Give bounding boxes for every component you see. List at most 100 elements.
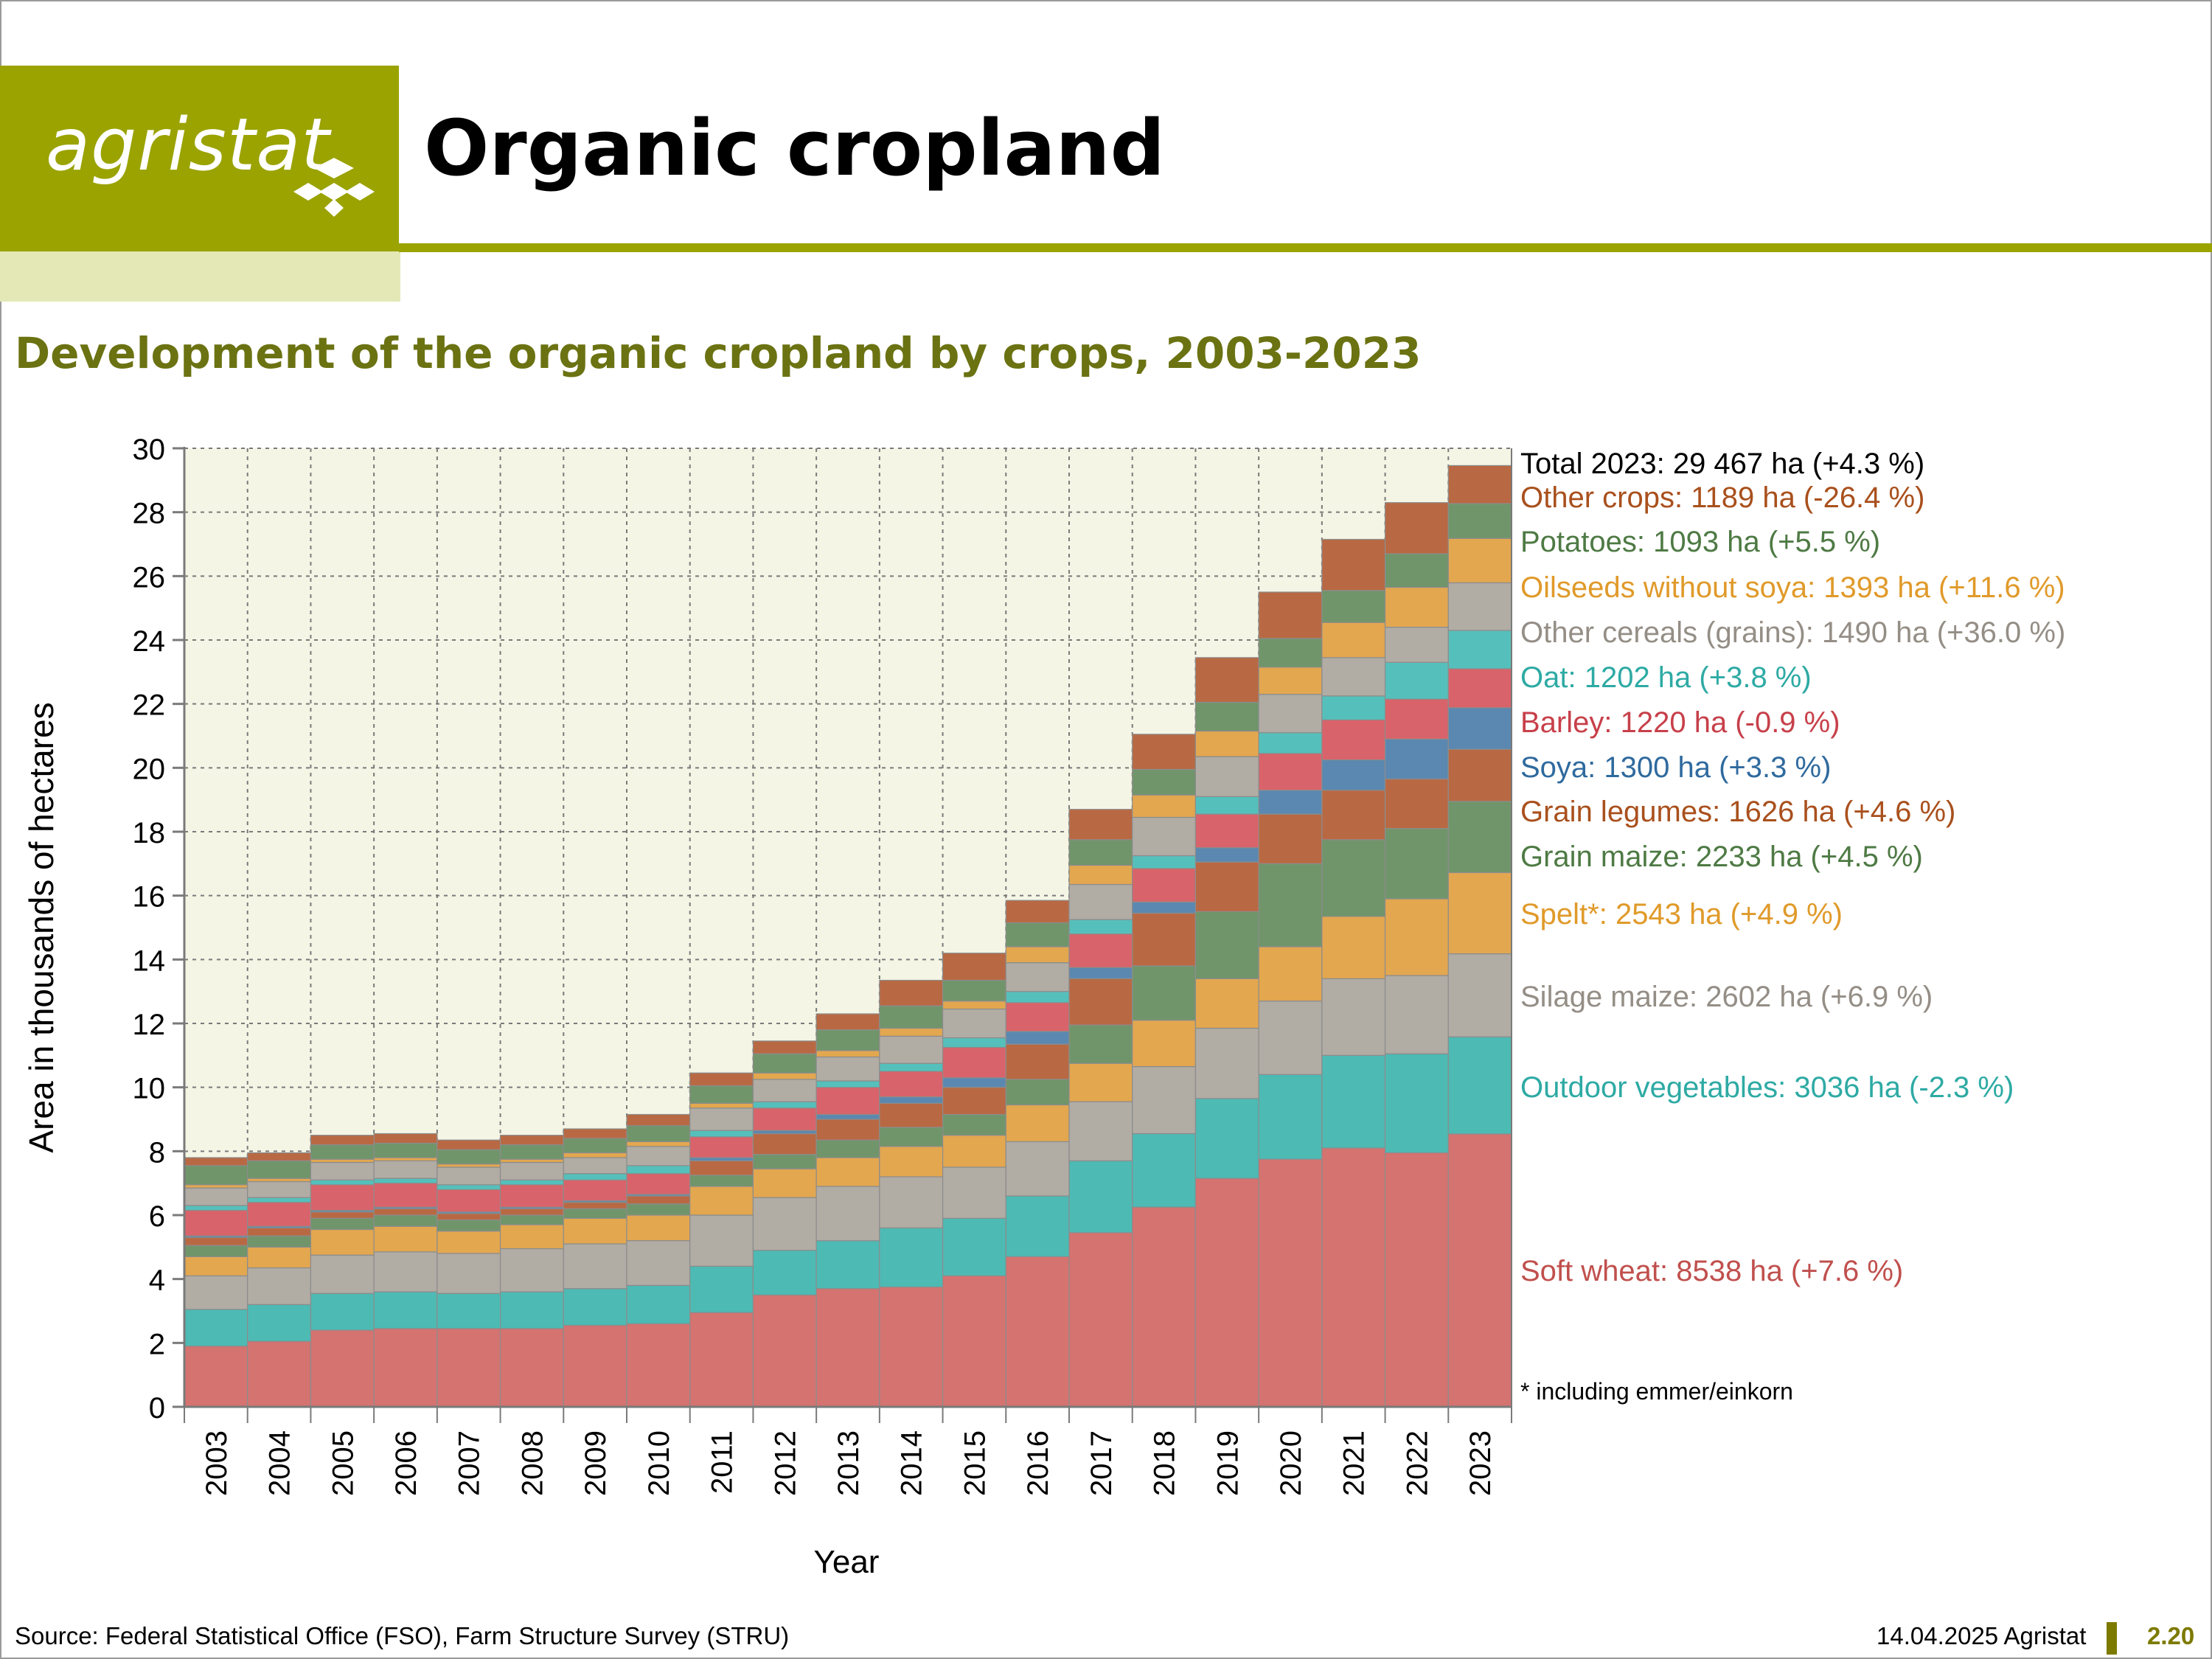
bar-segment: [879, 1062, 944, 1072]
logo-diamond-icon: [293, 158, 375, 217]
bar-segment: [563, 1208, 627, 1219]
bar-segment: [310, 1329, 375, 1408]
y-tick-label: 12: [133, 1009, 166, 1041]
bar-segment: [1447, 503, 1512, 539]
bar-segment: [626, 1284, 691, 1324]
bar-segment: [879, 1071, 944, 1098]
bar-segment: [247, 1160, 312, 1179]
bar-segment: [437, 1213, 501, 1221]
bar-segment: [626, 1323, 691, 1408]
bar-segment: [689, 1107, 754, 1131]
x-tick-label: 2006: [390, 1430, 422, 1496]
bar-segment: [1447, 953, 1512, 1037]
bar-segment: [310, 1254, 375, 1294]
bar-segment: [247, 1202, 312, 1227]
bar-segment: [879, 1102, 944, 1128]
bar-segment: [499, 1135, 564, 1146]
x-tick-label: 2017: [1085, 1430, 1118, 1496]
bar-segment: [310, 1184, 375, 1211]
series-label: Other cereals (grains): 1490 ha (+36.0 %…: [1520, 616, 2065, 649]
bar-segment: [752, 1053, 817, 1074]
bar-segment: [1258, 1001, 1323, 1075]
bar-segment: [1132, 868, 1197, 902]
bar-segment: [1068, 1062, 1133, 1102]
bar-segment: [1384, 975, 1449, 1054]
bar-segment: [373, 1208, 438, 1216]
agristat-logo: [0, 66, 399, 251]
bar-segment: [247, 1197, 312, 1203]
bar-segment: [689, 1085, 754, 1104]
bar-segment: [437, 1293, 501, 1329]
page-number: 2.20: [2147, 1622, 2195, 1649]
bar-segment: [752, 1107, 817, 1131]
bar-segment: [815, 1288, 880, 1408]
bar-segment: [563, 1157, 627, 1175]
bar-segment: [1068, 919, 1133, 935]
bar-segment: [499, 1214, 564, 1225]
series-label: Silage maize: 2602 ha (+6.9 %): [1520, 981, 1933, 1013]
bar-segment: [247, 1267, 312, 1305]
bar-segment: [310, 1211, 375, 1219]
bar-segment: [1321, 978, 1386, 1056]
bar-segment: [1321, 590, 1386, 623]
bar-segment: [626, 1203, 691, 1216]
bar-segment: [1132, 794, 1197, 818]
y-tick-label: 6: [149, 1200, 165, 1233]
bar-segment: [1068, 1160, 1133, 1234]
bar-segment: [437, 1231, 501, 1254]
bar-segment: [752, 1040, 817, 1054]
bar-segment: [1005, 900, 1070, 924]
page-title: Organic cropland: [424, 103, 1166, 193]
bar-segment: [499, 1179, 564, 1186]
y-tick-label: 28: [133, 498, 166, 530]
bar-segment: [689, 1160, 754, 1176]
series-label: Oilseeds without soya: 1393 ha (+11.6 %): [1520, 571, 2065, 604]
bar-segment: [563, 1202, 627, 1209]
bar-segment: [815, 1157, 880, 1187]
bar-segment: [499, 1224, 564, 1250]
bar-segment: [879, 1096, 944, 1104]
bar-segment: [499, 1158, 564, 1164]
bar-segment: [373, 1160, 438, 1179]
bar-segment: [1068, 864, 1133, 886]
bar-segment: [1194, 657, 1259, 703]
bar-segment: [1321, 695, 1386, 720]
bar-segment: [1321, 839, 1386, 917]
bar-segment: [752, 1130, 817, 1135]
y-tick-label: 26: [133, 561, 166, 594]
bar-segment: [942, 979, 1006, 1002]
bar-segment: [1384, 1152, 1449, 1408]
bar-segment: [689, 1072, 754, 1087]
bar-segment: [942, 1077, 1006, 1088]
bar-segment: [1258, 813, 1323, 864]
bar-segment: [815, 1056, 880, 1082]
bar-segment: [815, 1087, 880, 1116]
bar-segment: [1447, 1133, 1512, 1408]
bar-segment: [310, 1144, 375, 1160]
bar-segment: [1068, 978, 1133, 1026]
bar-segment: [689, 1136, 754, 1158]
bar-segment: [1447, 630, 1512, 669]
bar-segment: [310, 1293, 375, 1331]
bar-segment: [1384, 778, 1449, 830]
series-label: Outdoor vegetables: 3036 ha (-2.3 %): [1520, 1071, 2014, 1104]
bar-segment: [1194, 861, 1259, 912]
bar-segment: [626, 1113, 691, 1127]
bar-segment: [626, 1195, 691, 1205]
bar-segment: [373, 1225, 438, 1253]
bar-segment: [1005, 1141, 1070, 1197]
footer-divider: [2107, 1622, 2117, 1655]
bar-segment: [563, 1217, 627, 1245]
bar-segment: [1005, 962, 1070, 992]
bar-segment: [373, 1183, 438, 1208]
x-tick-label: 2010: [643, 1430, 675, 1496]
series-label: Grain maize: 2233 ha (+4.5 %): [1520, 841, 1923, 873]
y-axis-title: Area in thousands of hectares: [22, 702, 60, 1152]
bar-segment: [310, 1228, 375, 1256]
bar-segment: [1447, 801, 1512, 874]
bar-segment: [1005, 1104, 1070, 1142]
bar-segment: [1194, 847, 1259, 863]
bar-segment: [1132, 1133, 1197, 1208]
bar-segment: [373, 1133, 438, 1144]
